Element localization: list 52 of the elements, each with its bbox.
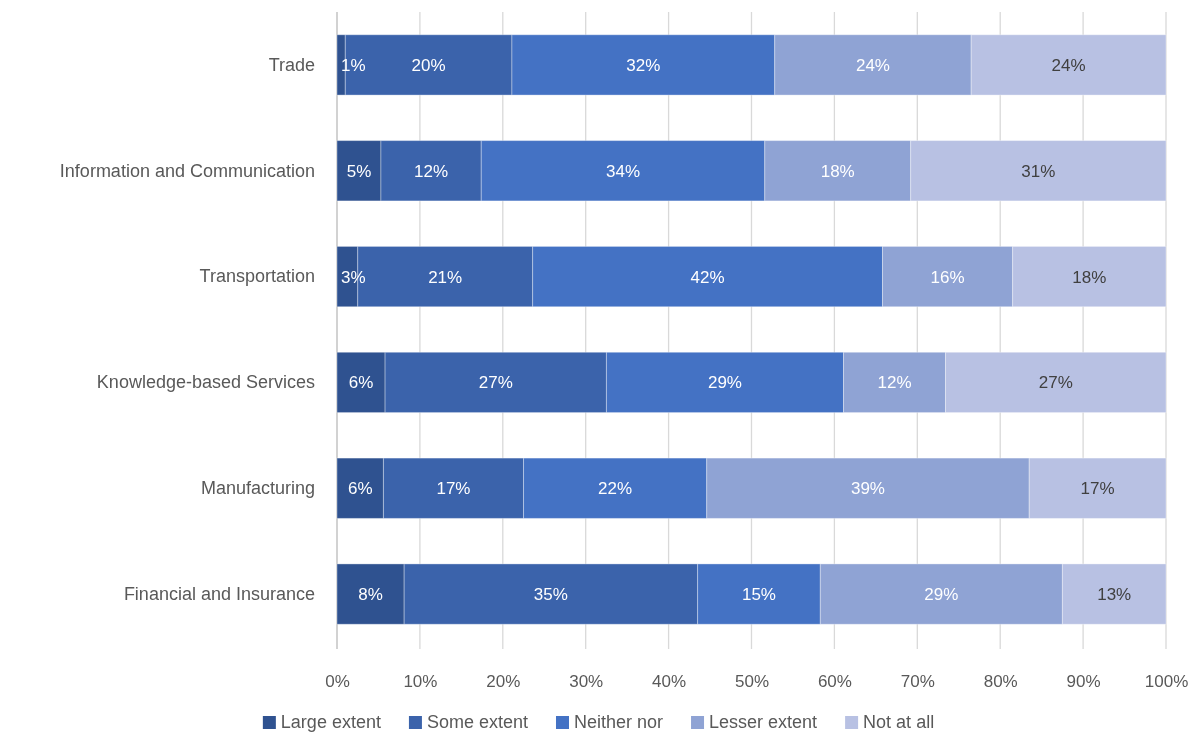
data-label: 13% xyxy=(1097,585,1132,605)
data-label: 18% xyxy=(1072,267,1107,287)
legend-label: Not at all xyxy=(863,712,935,732)
y-tick-label: Transportation xyxy=(199,266,315,287)
data-label: 12% xyxy=(877,373,912,393)
data-label: 39% xyxy=(850,479,885,499)
data-label: 42% xyxy=(690,267,725,287)
x-tick-label: 100% xyxy=(1144,672,1189,692)
legend-label: Lesser extent xyxy=(709,712,818,732)
legend-label: Large extent xyxy=(280,712,381,732)
data-label: 17% xyxy=(436,479,471,499)
legend-label: Neither nor xyxy=(573,712,664,732)
data-label: 27% xyxy=(1038,373,1073,393)
x-tick-label: 0% xyxy=(325,672,350,692)
y-tick-label: Trade xyxy=(268,54,315,75)
x-tick-label: 90% xyxy=(1066,672,1101,692)
data-label: 35% xyxy=(533,585,568,605)
data-label: 31% xyxy=(1021,161,1056,181)
y-tick-label: Financial and Insurance xyxy=(123,583,315,604)
data-label: 6% xyxy=(347,479,373,499)
x-tick-label: 60% xyxy=(817,672,852,692)
data-label: 16% xyxy=(930,267,965,287)
x-tick-label: 30% xyxy=(569,672,604,692)
data-label: 24% xyxy=(855,55,890,75)
data-label: 34% xyxy=(605,161,641,181)
data-label: 15% xyxy=(741,585,776,605)
data-label: 18% xyxy=(820,161,855,181)
y-tick-label: Manufacturing xyxy=(200,478,315,499)
data-label: 6% xyxy=(348,373,374,393)
x-tick-label: 50% xyxy=(734,672,770,692)
data-label: 32% xyxy=(626,55,661,75)
data-label: 8% xyxy=(358,585,383,605)
x-tick-label: 70% xyxy=(900,672,935,692)
data-label: 5% xyxy=(346,161,372,181)
data-label: 12% xyxy=(414,161,449,181)
y-tick-label: Knowledge-based Services xyxy=(96,372,315,393)
data-label: 20% xyxy=(411,55,446,75)
data-label: 29% xyxy=(707,373,742,393)
x-tick-label: 40% xyxy=(652,672,687,692)
data-label: 24% xyxy=(1051,55,1086,75)
data-label: 21% xyxy=(428,267,463,287)
x-tick-label: 10% xyxy=(403,672,438,692)
data-label: 22% xyxy=(598,479,633,499)
data-label: 17% xyxy=(1080,479,1115,499)
x-tick-label: 20% xyxy=(486,672,521,692)
data-label: 27% xyxy=(478,373,513,393)
data-label: 29% xyxy=(924,585,959,605)
x-tick-label: 80% xyxy=(983,672,1018,692)
y-tick-label: Information and Communication xyxy=(59,160,315,181)
data-label: 1% xyxy=(341,55,366,75)
legend-label: Some extent xyxy=(426,712,528,732)
data-label: 3% xyxy=(341,267,366,287)
